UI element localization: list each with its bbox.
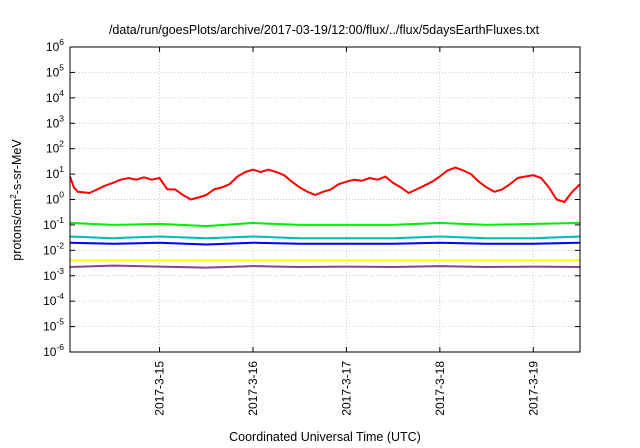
series-line-2 (69, 221, 581, 228)
y-tick-base: 10 (43, 243, 57, 257)
series-line-6 (69, 264, 581, 269)
y-tick-base: 10 (46, 167, 60, 181)
y-axis-label-base: protons/cm (10, 199, 24, 261)
y-axis-label-sup: 2 (8, 194, 18, 199)
y-tick-base: 10 (43, 345, 57, 359)
y-tick-exp: -3 (56, 266, 64, 276)
y-tick-exp: 3 (59, 113, 64, 123)
y-tick-base: 10 (46, 116, 60, 130)
y-axis-label: protons/cm2-s-sr-MeV (8, 139, 24, 261)
y-tick-label: 102 (46, 139, 64, 156)
series-line-4 (69, 241, 581, 246)
y-tick-label: 105 (46, 62, 64, 79)
y-tick-exp: -5 (56, 317, 64, 327)
y-tick-base: 10 (43, 320, 57, 334)
y-tick-base: 10 (46, 65, 60, 79)
y-tick-exp: 6 (59, 37, 64, 47)
x-tick-label: 2017-3-15 (153, 361, 167, 416)
y-tick-label: 104 (46, 88, 64, 105)
x-tick-label: 2017-3-18 (433, 361, 447, 416)
y-tick-base: 10 (43, 294, 57, 308)
y-tick-label: 10-3 (43, 266, 64, 283)
chart-title: /data/run/goesPlots/archive/2017-03-19/1… (109, 23, 540, 37)
y-tick-exp: 5 (59, 62, 64, 72)
y-tick-label: 103 (46, 113, 64, 130)
series-line-1 (69, 166, 581, 203)
y-tick-base: 10 (46, 193, 60, 207)
x-tick-label: 2017-3-17 (339, 361, 353, 416)
y-tick-label: 10-6 (43, 342, 64, 359)
x-tick-label: 2017-3-16 (246, 361, 260, 416)
y-tick-label: 100 (46, 190, 64, 207)
y-tick-label: 10-2 (43, 240, 64, 257)
x-axis-ticks: 2017-3-15 2017-3-16 2017-3-17 2017-3-18 2017… (153, 47, 540, 416)
y-tick-exp: -4 (56, 291, 64, 301)
y-tick-label: 106 (46, 37, 64, 54)
y-tick-base: 10 (43, 218, 57, 232)
y-tick-exp: 0 (59, 190, 64, 200)
y-axis-label-rest: -s-sr-MeV (10, 139, 24, 195)
x-axis-label: Coordinated Universal Time (UTC) (229, 430, 421, 444)
y-tick-base: 10 (46, 40, 60, 54)
y-tick-label: 10-5 (43, 317, 64, 334)
y-tick-label: 10-4 (43, 291, 64, 308)
y-tick-exp: 1 (59, 164, 64, 174)
series-lines (69, 166, 581, 269)
y-tick-label: 10-1 (43, 215, 64, 232)
series-line-3 (69, 235, 581, 240)
y-tick-base: 10 (46, 142, 60, 156)
y-tick-exp: -1 (56, 215, 64, 225)
y-tick-label: 101 (46, 164, 64, 181)
x-tick-label: 2017-3-19 (526, 361, 540, 416)
y-tick-base: 10 (46, 91, 60, 105)
y-axis-ticks: 10-610-510-410-310-210-11001011021031041… (43, 37, 580, 359)
y-tick-exp: -6 (56, 342, 64, 352)
y-tick-exp: 4 (59, 88, 64, 98)
y-tick-exp: 2 (59, 139, 64, 149)
y-tick-exp: -2 (56, 240, 64, 250)
y-tick-base: 10 (43, 269, 57, 283)
